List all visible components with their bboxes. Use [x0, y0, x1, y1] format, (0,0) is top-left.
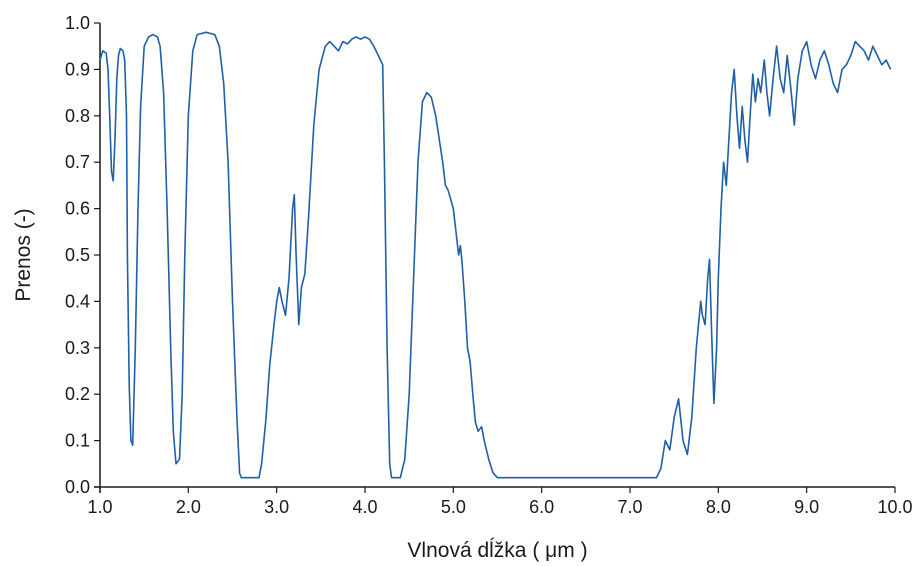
y-tick-label: 0.4	[65, 291, 90, 311]
y-tick-label: 1.0	[65, 13, 90, 33]
x-tick-label: 9.0	[794, 497, 819, 517]
x-tick-label: 4.0	[352, 497, 377, 517]
y-tick-label: 0.2	[65, 384, 90, 404]
x-tick-label: 1.0	[87, 497, 112, 517]
axes	[94, 23, 895, 493]
transmission-series-line	[99, 31, 892, 479]
x-tick-label: 3.0	[264, 497, 289, 517]
y-tick-label: 0.6	[65, 199, 90, 219]
x-tick-label: 10.0	[877, 497, 912, 517]
x-tick-label: 5.0	[441, 497, 466, 517]
x-tick-label: 2.0	[176, 497, 201, 517]
x-tick-label: 8.0	[706, 497, 731, 517]
y-tick-label: 0.8	[65, 106, 90, 126]
x-tick-label: 6.0	[529, 497, 554, 517]
y-axis-label: Prenos (-)	[12, 208, 35, 301]
y-tick-label: 0.3	[65, 338, 90, 358]
y-tick-label: 0.0	[65, 477, 90, 497]
x-ticks: 1.0 2.0 3.0 4.0 5.0 6.0 7.0 8.0 9.0 10.0	[87, 487, 913, 517]
y-ticks: 0.0 0.1 0.2 0.3 0.4 0.5 0.6 0.7 0.8 0.9 1.0	[65, 13, 100, 497]
y-tick-label: 0.5	[65, 245, 90, 265]
y-tick-label: 0.7	[65, 152, 90, 172]
y-tick-label: 0.1	[65, 431, 90, 451]
x-axis-label: Vlnová dĺžka ( μm )	[407, 538, 587, 562]
y-tick-label: 0.9	[65, 59, 90, 79]
x-tick-label: 7.0	[617, 497, 642, 517]
